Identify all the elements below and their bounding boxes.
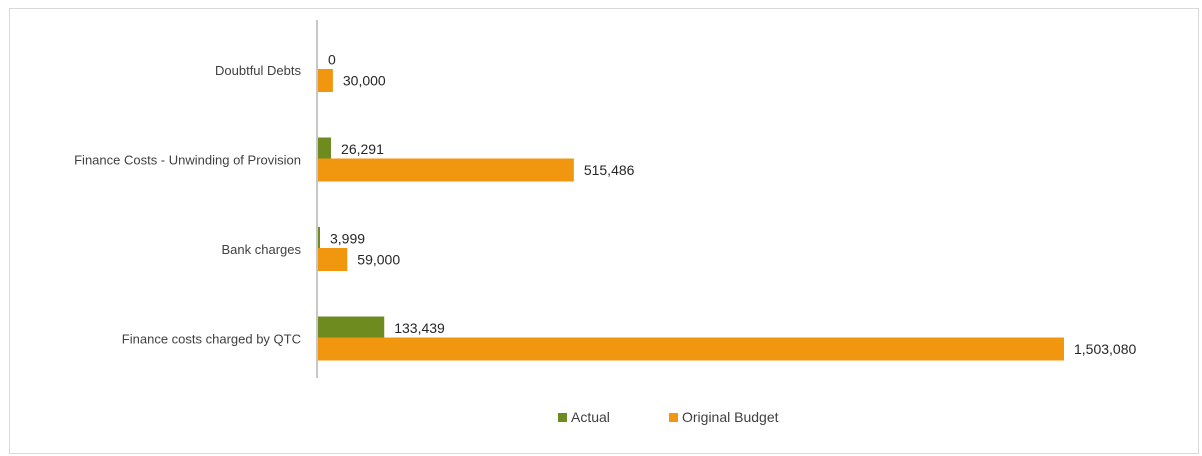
bar-actual [318,316,385,340]
legend-label-actual: Actual [571,409,610,425]
data-label: 515,486 [584,162,635,178]
bar-actual [318,137,332,161]
chart-frame [9,8,1199,454]
legend-swatch-original-budget [669,413,678,422]
category-label: Bank charges [222,242,302,257]
data-label: 30,000 [343,73,386,89]
data-label: 0 [328,52,336,68]
legend-swatch-actual [558,413,567,422]
bar-actual [318,227,320,250]
category-label: Doubtful Debts [215,63,301,78]
bar-original-budget [318,248,348,271]
bar-original-budget [318,337,1064,361]
category-label: Finance costs charged by QTC [122,332,301,347]
data-label: 59,000 [357,252,400,268]
bar-original-budget [318,69,333,92]
data-label: 1,503,080 [1074,341,1136,357]
data-label: 133,439 [394,320,445,336]
category-label: Finance Costs - Unwinding of Provision [74,153,301,168]
data-label: 3,999 [330,231,365,247]
data-label: 26,291 [341,141,384,157]
legend-label-original-budget: Original Budget [682,409,779,425]
bar-original-budget [318,158,574,182]
